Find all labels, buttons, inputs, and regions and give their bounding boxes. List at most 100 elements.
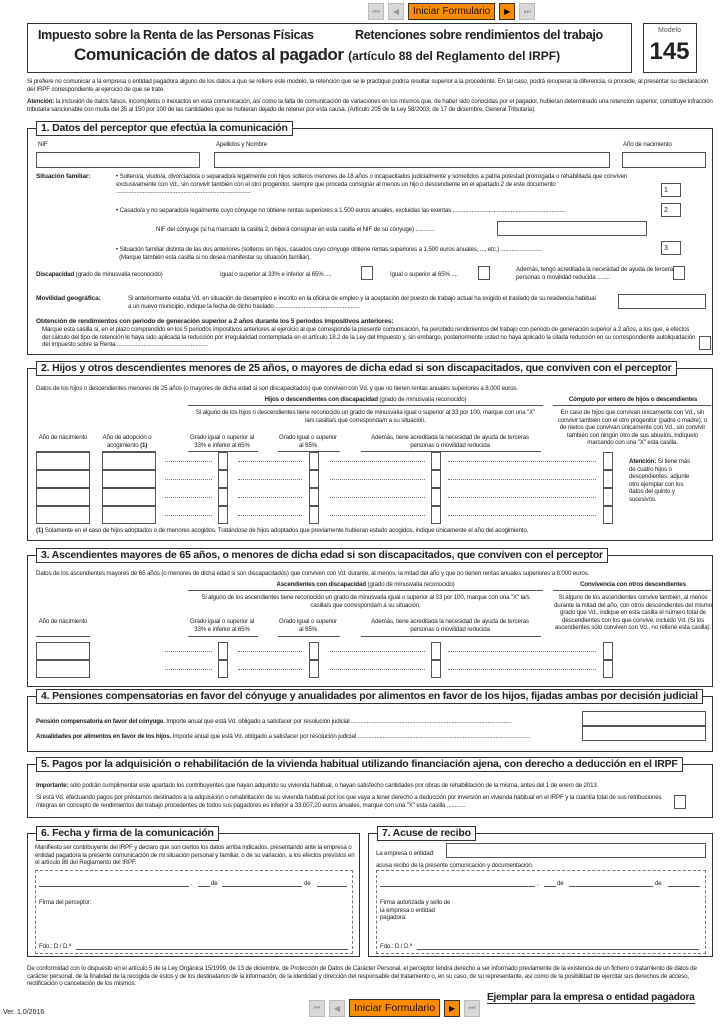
disability-33-checkbox[interactable]: [218, 488, 228, 506]
situation-box-3[interactable]: 3: [661, 241, 681, 255]
dotted-leader: [165, 479, 212, 480]
birth-year-input[interactable]: [36, 452, 90, 470]
section-2: 2. Hijos y otros descendientes menores d…: [27, 361, 713, 541]
signed-by-input[interactable]: [417, 949, 699, 950]
last-page-button[interactable]: ⏭: [519, 3, 536, 20]
disability-33-checkbox[interactable]: [218, 506, 228, 524]
last-page-button[interactable]: ⏭: [464, 999, 481, 1017]
signed-by-input[interactable]: [76, 949, 348, 950]
first-page-button[interactable]: ⏮: [368, 3, 384, 20]
help-checkbox[interactable]: [431, 452, 441, 470]
birth-year-input[interactable]: [36, 470, 90, 488]
month-input[interactable]: [569, 886, 653, 887]
start-form-button[interactable]: Iniciar Formulario: [349, 999, 441, 1017]
disability-33-checkbox[interactable]: [218, 470, 228, 488]
disability-65-checkbox[interactable]: [309, 660, 319, 678]
col-65: Grado igual o superior al 65%: [279, 434, 337, 449]
mobility-label: Movilidad geográfica:: [36, 295, 101, 302]
asc-col-65: Grado igual o superior al 65%: [279, 618, 337, 633]
housing-checkbox[interactable]: [674, 795, 686, 809]
adoption-year-input[interactable]: [102, 452, 156, 470]
help-checkbox[interactable]: [431, 642, 441, 660]
mobility-text: Si anteriormente estaba Vd. en situación…: [128, 295, 596, 310]
disability-65-checkbox[interactable]: [309, 470, 319, 488]
month-input[interactable]: [222, 886, 302, 887]
year-input[interactable]: [317, 886, 347, 887]
name-label: Apellidos y Nombre: [216, 141, 267, 148]
nif-input[interactable]: [36, 152, 200, 168]
alimony-input[interactable]: [582, 711, 706, 726]
birth-year-input[interactable]: [36, 642, 90, 660]
disability-65-checkbox[interactable]: [309, 642, 319, 660]
spouse-nif-input[interactable]: [497, 221, 647, 236]
next-page-button[interactable]: ▶: [444, 999, 461, 1017]
dotted-leader: [448, 651, 596, 652]
prev-page-button[interactable]: ◀: [388, 3, 404, 20]
disability-65-checkbox[interactable]: [309, 506, 319, 524]
cohabitation-count-input[interactable]: [603, 660, 613, 678]
adoption-year-input[interactable]: [102, 470, 156, 488]
full-count-header: Cómputo por entero de hijos o descendien…: [568, 396, 698, 403]
first-page-button[interactable]: ⏮: [309, 999, 325, 1017]
subject: Retenciones sobre rendimientos del traba…: [355, 28, 603, 42]
section-7: 7. Acuse de recibo La empresa o entidad:…: [368, 826, 713, 957]
full-count-checkbox[interactable]: [603, 506, 613, 524]
dotted-leader: [330, 497, 425, 498]
full-count-checkbox[interactable]: [603, 470, 613, 488]
adoption-year-input[interactable]: [102, 488, 156, 506]
prev-page-button[interactable]: ◀: [329, 999, 345, 1017]
mobility-date-input[interactable]: [618, 294, 706, 309]
section-3-intro: Datos de los ascendientes mayores de 65 …: [36, 570, 590, 577]
cohabitation-count-input[interactable]: [603, 642, 613, 660]
place-input[interactable]: [380, 886, 535, 887]
option-2-text: • Casado/a y no separado/a legalmente cu…: [116, 207, 566, 214]
child-support-label: Anualidades por alimentos en favor de lo…: [36, 733, 531, 740]
help-checkbox[interactable]: [431, 506, 441, 524]
day-input[interactable]: [544, 886, 556, 887]
name-input[interactable]: [214, 152, 610, 168]
full-count-checkbox[interactable]: [603, 452, 613, 470]
income-text: Marque esta casilla si, en el plazo comp…: [42, 326, 696, 349]
disability-33-checkbox[interactable]: [218, 660, 228, 678]
full-count-checkbox[interactable]: [603, 488, 613, 506]
asc-disability-note: Si alguno de los ascendientes tiene reco…: [201, 594, 530, 609]
disability-note: Si alguno de los hijos o descendientes t…: [195, 409, 536, 424]
company-input[interactable]: [446, 843, 706, 858]
disability-help-checkbox[interactable]: [673, 266, 685, 280]
section-2-footnote: (1) Solamente en el caso de hijos adopta…: [36, 527, 529, 534]
disability-33-checkbox[interactable]: [361, 266, 373, 280]
disability-33-checkbox[interactable]: [218, 642, 228, 660]
day-input[interactable]: [198, 886, 210, 887]
income-title: Obtención de rendimientos con periodo de…: [36, 318, 394, 325]
help-checkbox[interactable]: [431, 488, 441, 506]
birth-year-input[interactable]: [36, 660, 90, 678]
situation-box-2[interactable]: 2: [661, 203, 681, 217]
disability-65-checkbox[interactable]: [478, 266, 490, 280]
dotted-leader: [330, 669, 425, 670]
disability-help-label: Además, tengo acreditada la necesidad de…: [516, 266, 676, 281]
help-checkbox[interactable]: [431, 660, 441, 678]
adoption-year-input[interactable]: [102, 506, 156, 524]
dotted-leader: [330, 461, 425, 462]
dotted-leader: [165, 461, 212, 462]
dotted-leader: [238, 669, 302, 670]
disability-65-checkbox[interactable]: [309, 452, 319, 470]
section-6: 6. Fecha y firma de la comunicación Mani…: [27, 826, 360, 957]
child-support-input[interactable]: [582, 726, 706, 741]
disability-65-checkbox[interactable]: [309, 488, 319, 506]
situation-box-1[interactable]: 1: [661, 183, 681, 197]
year-input[interactable]: [668, 886, 700, 887]
place-input[interactable]: [39, 886, 189, 887]
dotted-leader: [448, 479, 596, 480]
disability-33-checkbox[interactable]: [218, 452, 228, 470]
birth-year-input[interactable]: [36, 488, 90, 506]
birth-year-input[interactable]: [36, 506, 90, 524]
income-checkbox[interactable]: [699, 336, 711, 350]
asc-col-help: Además, tiene acreditada la necesidad de…: [371, 618, 529, 633]
birth-year-input[interactable]: [622, 152, 706, 168]
next-page-button[interactable]: ▶: [499, 3, 516, 20]
col-33: Grado igual o superior al 33% e inferior…: [189, 434, 254, 449]
disability-label: Discapacidad (grado de minusvalía recono…: [36, 271, 163, 278]
start-form-button[interactable]: Iniciar Formulario: [408, 3, 496, 20]
help-checkbox[interactable]: [431, 470, 441, 488]
